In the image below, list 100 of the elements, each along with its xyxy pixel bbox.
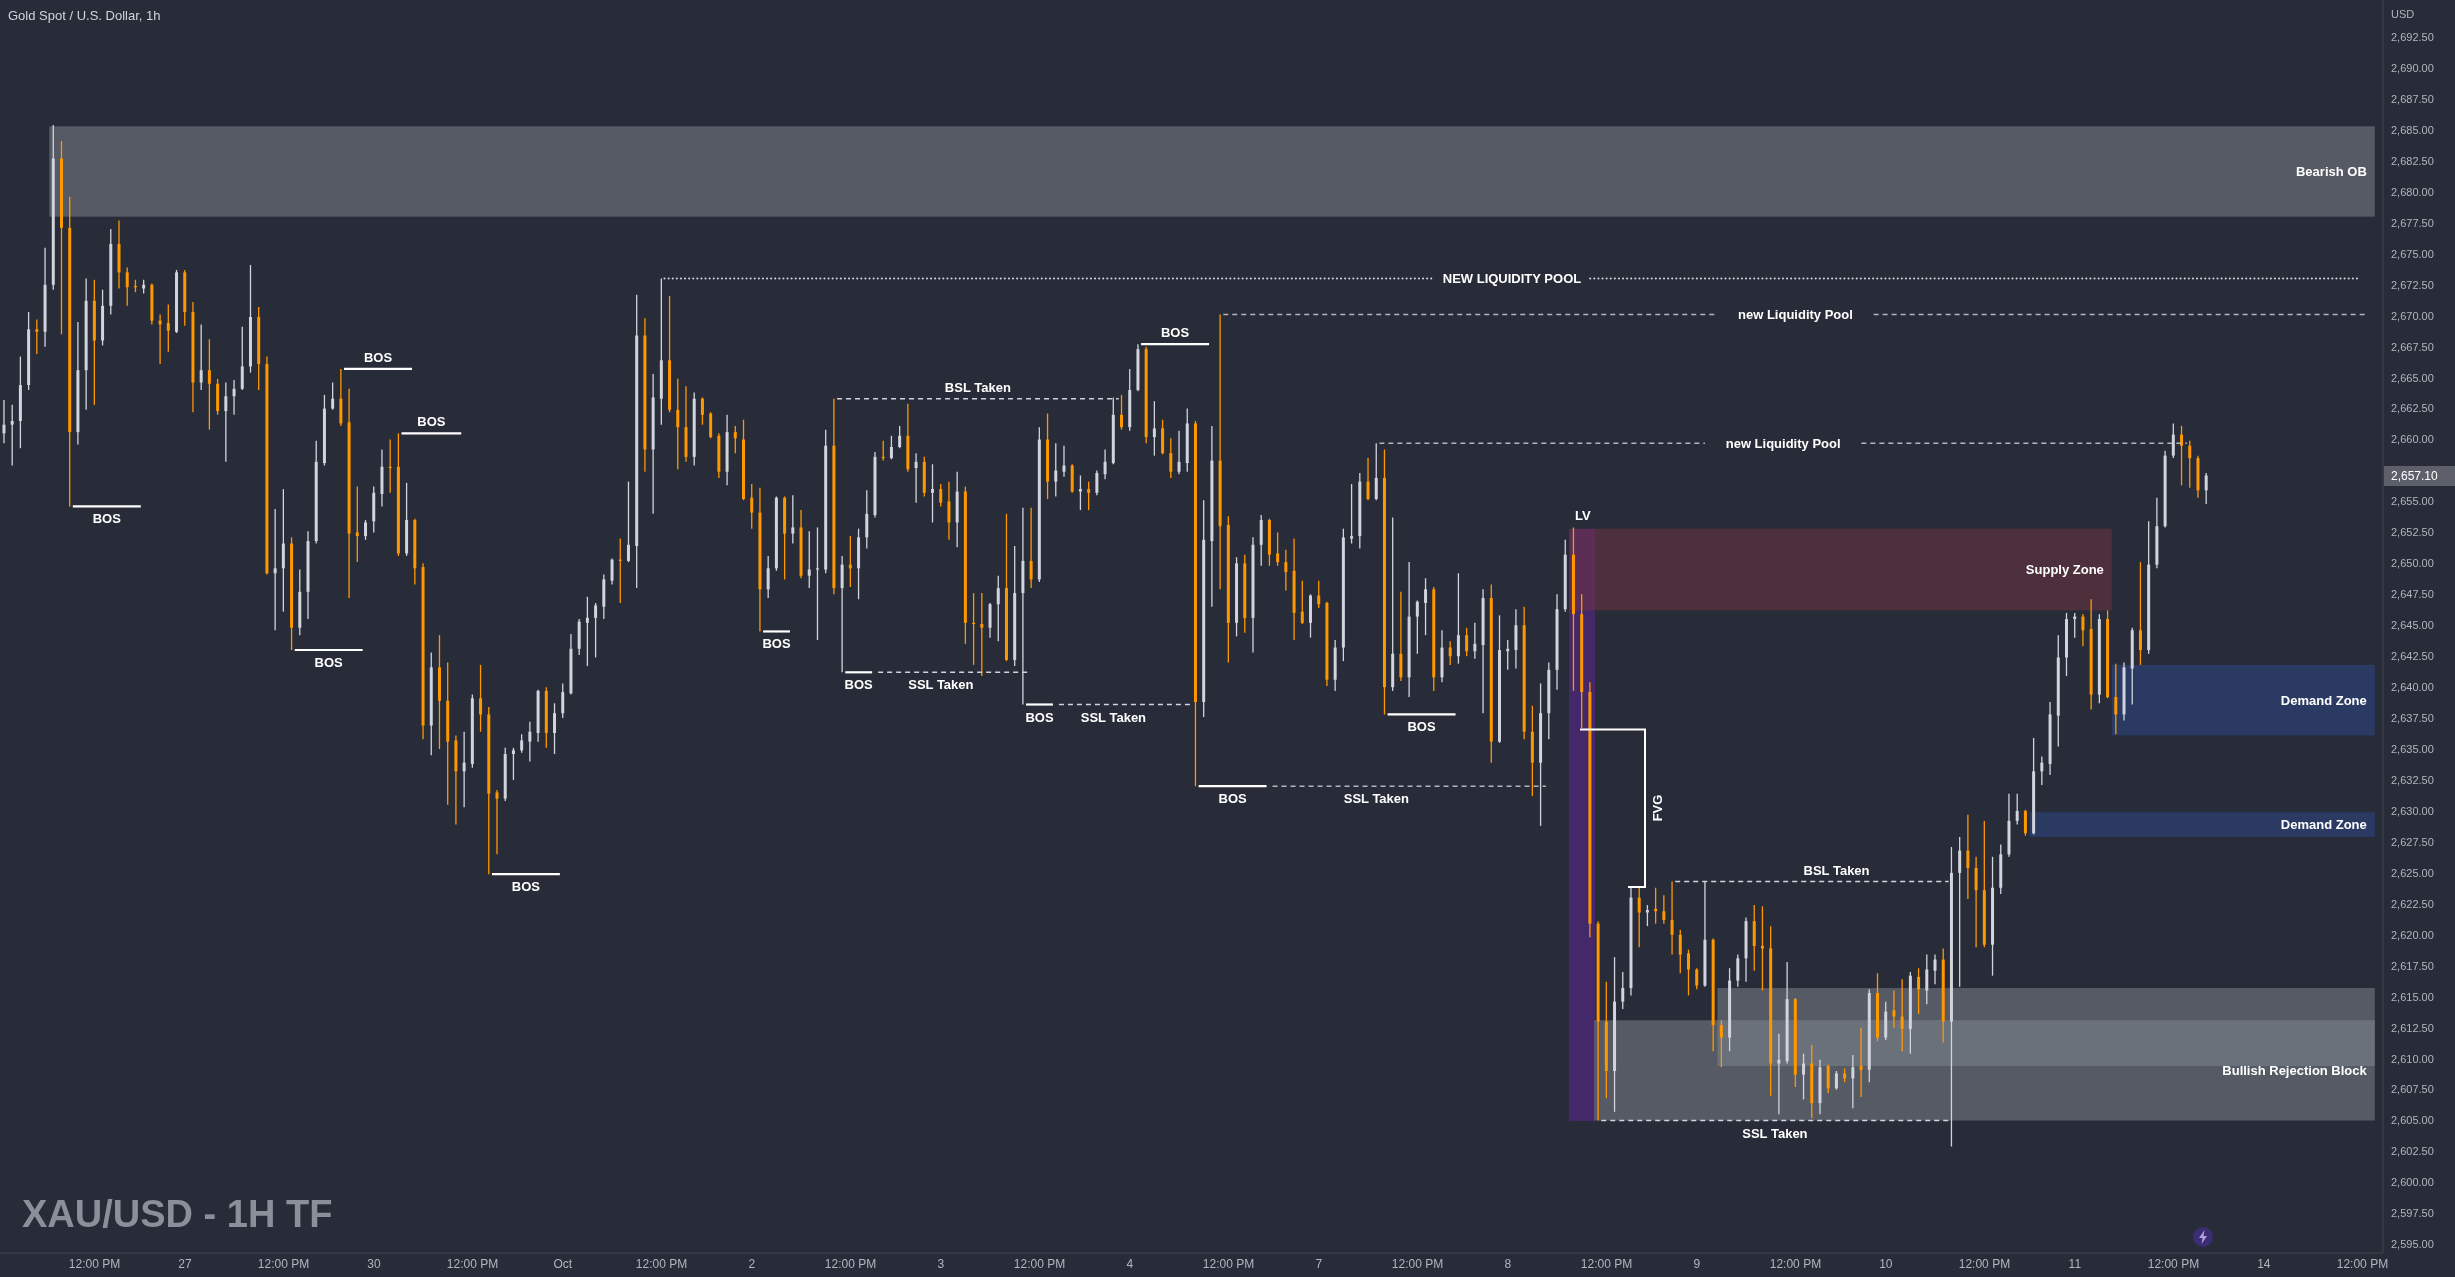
candlestick xyxy=(10,404,14,467)
annotation: FVG xyxy=(1649,794,1665,822)
y-tick-label: 2,680.00 xyxy=(2391,185,2434,198)
x-tick-label: 12:00 PM xyxy=(446,1256,499,1271)
y-tick-label: 2,677.50 xyxy=(2391,216,2434,229)
candlestick xyxy=(1917,967,1921,1015)
y-tick-label: 2,642.50 xyxy=(2391,650,2434,663)
candlestick xyxy=(1621,971,1625,1010)
candlestick xyxy=(1958,836,1962,988)
ref-line-label: BOS xyxy=(762,636,791,652)
x-tick-label: 12:00 PM xyxy=(2336,1256,2389,1271)
band-label: Demand Zone xyxy=(2280,692,2367,708)
candlestick xyxy=(511,747,515,781)
ref-line-label: BOS xyxy=(314,655,344,671)
candlestick xyxy=(1662,894,1666,925)
y-tick-label: 2,620.00 xyxy=(2391,928,2434,941)
y-tick-label: 2,612.50 xyxy=(2391,1021,2434,1034)
ref-line-label: BOS xyxy=(1160,325,1190,341)
candlestick xyxy=(840,555,844,673)
y-tick-label: 2,645.00 xyxy=(2391,619,2434,632)
x-tick-label: 27 xyxy=(178,1256,192,1271)
candlestick xyxy=(914,452,918,504)
x-tick-label: 7 xyxy=(1315,1256,1323,1271)
candlestick xyxy=(733,425,737,454)
candlestick xyxy=(1415,599,1419,655)
y-tick-label: 2,662.50 xyxy=(2391,402,2434,415)
candlestick xyxy=(996,575,1000,643)
candlestick xyxy=(1670,880,1674,956)
ref-line-label: BOS xyxy=(1025,709,1054,725)
y-tick-label: 2,595.00 xyxy=(2391,1238,2434,1251)
candlestick xyxy=(2138,561,2142,666)
candlestick xyxy=(815,526,819,641)
y-tick-label: 2,685.00 xyxy=(2391,123,2434,136)
y-tick-label: 2,605.00 xyxy=(2391,1114,2434,1127)
candlestick xyxy=(2015,793,2019,826)
candlestick xyxy=(709,411,713,439)
y-tick-label: 2,625.00 xyxy=(2391,866,2434,879)
candlestick xyxy=(199,323,203,391)
candlestick xyxy=(125,266,129,307)
ref-line-label: BSL Taken xyxy=(944,379,1011,395)
candlestick xyxy=(1802,1053,1806,1101)
annotation: XAU/USD - 1H TF xyxy=(22,1193,333,1235)
y-tick-label: 2,660.00 xyxy=(2391,433,2434,446)
x-tick-label: 14 xyxy=(2257,1256,2271,1271)
x-tick-label: 12:00 PM xyxy=(824,1256,877,1271)
y-tick-label: 2,627.50 xyxy=(2391,835,2434,848)
ref-line-label: SSL Taken xyxy=(908,677,974,693)
candlestick xyxy=(980,592,984,677)
candlestick xyxy=(947,480,951,541)
candlestick xyxy=(791,494,795,545)
ref-line-label: SSL Taken xyxy=(1343,791,1410,807)
candlestick xyxy=(676,378,680,470)
candlestick xyxy=(1645,904,1649,927)
x-tick-label: 4 xyxy=(1126,1256,1134,1271)
y-tick-label: 2,637.50 xyxy=(2391,712,2434,725)
candlestick xyxy=(931,463,935,524)
y-tick-label: 2,630.00 xyxy=(2391,804,2434,817)
y-tick-label: 2,602.50 xyxy=(2391,1145,2434,1158)
candlestick xyxy=(1966,814,1970,900)
candlestick xyxy=(2204,472,2208,505)
ref-line-label: SSL Taken xyxy=(1080,709,1147,725)
ref-line-label: BOS xyxy=(363,349,393,365)
candlestick xyxy=(1826,1064,1830,1094)
x-tick-label: 9 xyxy=(1693,1256,1701,1271)
x-tick-label: 12:00 PM xyxy=(1580,1256,1633,1271)
candlestick xyxy=(355,485,359,563)
candlestick xyxy=(166,303,170,353)
candlestick xyxy=(248,264,252,374)
candlestick xyxy=(1300,580,1304,625)
y-tick-label: 2,692.50 xyxy=(2391,31,2434,44)
y-tick-label: 2,607.50 xyxy=(2391,1083,2434,1096)
candlestick xyxy=(610,557,614,586)
candlestick xyxy=(865,489,869,550)
candlestick xyxy=(2064,612,2068,677)
candlestick xyxy=(2023,809,2027,837)
candlestick xyxy=(1859,1027,1863,1098)
candlestick xyxy=(520,733,524,754)
candlestick xyxy=(1078,474,1082,511)
y-tick-label: 2,672.50 xyxy=(2391,278,2434,291)
candlestick xyxy=(1678,929,1682,974)
candlestick xyxy=(742,419,746,501)
candlestick xyxy=(1925,953,1929,1005)
y-tick-label: 2,687.50 xyxy=(2391,92,2434,105)
y-axis-title: USD xyxy=(2391,8,2415,20)
candlestick xyxy=(2114,662,2118,735)
candlestick xyxy=(2180,425,2184,486)
candlestick xyxy=(700,396,704,426)
x-tick-label: 10 xyxy=(1879,1256,1893,1271)
candlestick xyxy=(561,682,565,719)
ref-line-label: BOS xyxy=(844,677,874,693)
candlestick xyxy=(1892,989,1896,1029)
candlestick xyxy=(2040,755,2044,786)
candlestick xyxy=(2188,440,2192,489)
band-label: Supply Zone xyxy=(2025,562,2104,578)
candlestick xyxy=(232,379,236,416)
candlestick xyxy=(1284,549,1288,592)
candlestick xyxy=(1152,400,1156,457)
candlestick xyxy=(462,731,466,808)
candlestick xyxy=(1473,622,1477,660)
candlestick xyxy=(1177,430,1181,475)
